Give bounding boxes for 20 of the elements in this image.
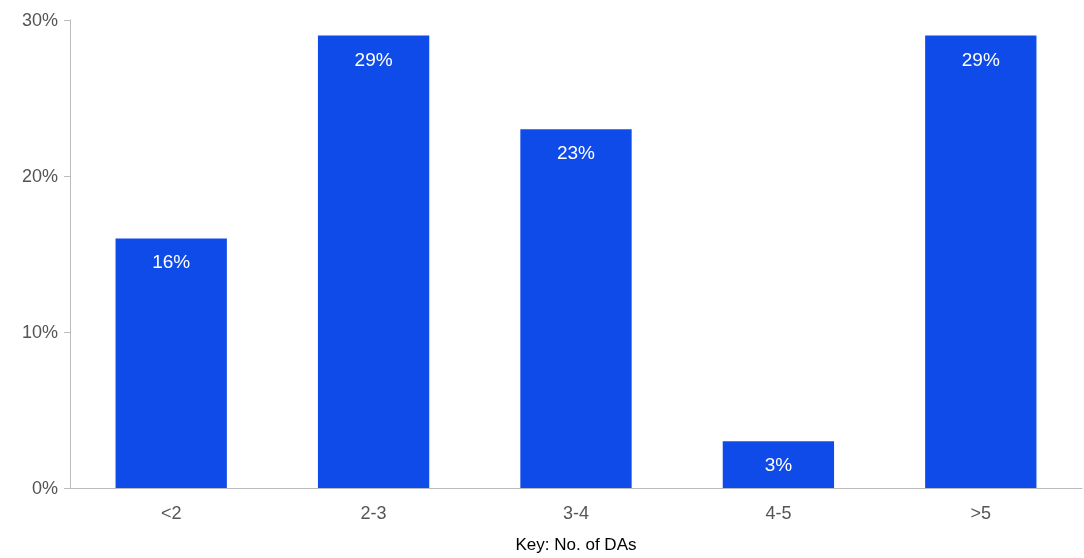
bar xyxy=(520,129,632,488)
x-tick-label: 2-3 xyxy=(360,503,387,523)
data-label: 16% xyxy=(152,251,191,273)
x-tick-label: 4-5 xyxy=(765,503,792,523)
data-label: 29% xyxy=(961,48,1000,70)
data-label: 29% xyxy=(354,48,393,70)
y-tick-label: 0% xyxy=(31,478,58,498)
bar xyxy=(115,238,227,488)
bar xyxy=(317,35,430,488)
y-tick-label: 20% xyxy=(21,166,58,186)
x-axis-title: Key: No. of DAs xyxy=(515,535,637,554)
y-tick-label: 30% xyxy=(21,10,58,30)
x-tick-label: <2 xyxy=(160,503,182,523)
data-label: 23% xyxy=(556,142,596,164)
x-tick-label: >5 xyxy=(970,503,992,523)
x-tick-label: 3-4 xyxy=(562,503,590,523)
bar xyxy=(925,35,1037,488)
bar xyxy=(722,441,835,488)
data-label: 3% xyxy=(764,454,793,476)
y-tick-label: 10% xyxy=(21,322,58,342)
